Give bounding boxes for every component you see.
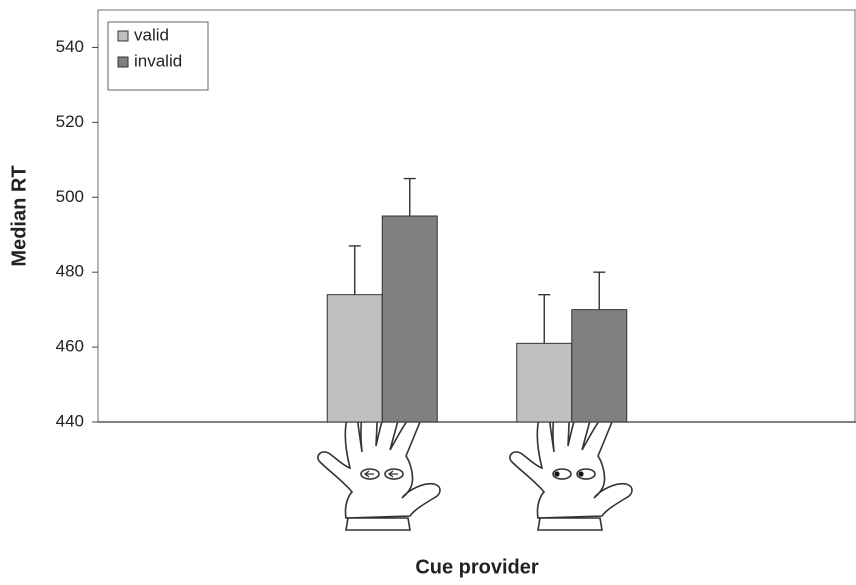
bar <box>382 216 437 422</box>
chart: Median RT Cue provider 440 460 480 500 520 54… <box>0 0 856 580</box>
y-tick-label: 540 <box>56 37 84 56</box>
legend-label: invalid <box>134 51 182 70</box>
bar <box>517 343 572 422</box>
legend-swatch <box>118 57 128 67</box>
y-axis-label: Median RT <box>8 165 30 266</box>
plot-frame <box>98 10 855 422</box>
legend-swatch <box>118 31 128 41</box>
error-bar <box>538 295 550 344</box>
error-bar <box>593 272 605 309</box>
y-tick-label: 520 <box>56 112 84 131</box>
error-bar <box>404 179 416 216</box>
y-tick-label: 480 <box>56 262 84 281</box>
y-tick-label: 500 <box>56 187 84 206</box>
error-bar <box>349 246 361 295</box>
legend-label: valid <box>134 25 169 44</box>
y-tick-label: 440 <box>56 411 84 430</box>
bar <box>572 310 627 422</box>
x-axis-label: Cue provider <box>415 556 539 578</box>
y-tick-label: 460 <box>56 337 84 356</box>
bar <box>327 295 382 422</box>
